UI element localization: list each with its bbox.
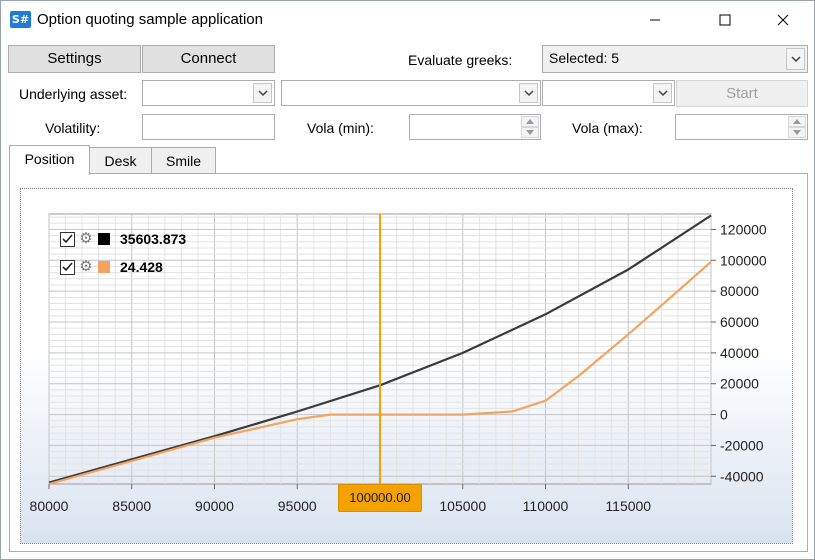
legend-row: ⚙ 24.428 (60, 257, 163, 277)
vola-min-label: Vola (min): (307, 120, 374, 136)
settings-button[interactable]: Settings (8, 45, 141, 73)
chevron-down-icon (653, 83, 672, 103)
chevron-down-icon (519, 83, 538, 103)
series-2-checkbox[interactable] (60, 259, 75, 275)
evaluate-greeks-value: Selected: 5 (549, 50, 620, 66)
close-icon (777, 14, 789, 26)
window-title: Option quoting sample application (37, 11, 263, 28)
cursor-x-label: 100000.00 (338, 484, 422, 512)
tab-position[interactable]: Position (9, 145, 90, 175)
chevron-down-icon (786, 48, 805, 70)
option-type-select[interactable] (542, 80, 675, 106)
volatility-input[interactable] (142, 114, 275, 140)
position-chart[interactable]: -40000 -20000 0 20000 40000 60000 80000 100000 1… (21, 189, 792, 543)
x-tick-label: 105000 (439, 498, 486, 514)
option-series-select[interactable] (281, 80, 541, 106)
spin-down-icon[interactable] (788, 127, 806, 138)
spin-up-icon[interactable] (788, 116, 806, 127)
vola-max-input[interactable] (675, 114, 808, 140)
y-tick-label: 60000 (720, 314, 759, 330)
chevron-down-icon (253, 83, 272, 103)
gear-icon[interactable]: ⚙ (79, 258, 93, 275)
series-1-swatch (98, 233, 110, 245)
evaluate-greeks-label: Evaluate greeks: (408, 52, 513, 68)
legend-row: ⚙ 35603.873 (60, 229, 186, 249)
series-2-line (48, 260, 712, 486)
x-tick-label: 80000 (30, 498, 69, 514)
spin-down-icon[interactable] (521, 127, 539, 138)
x-tick-label: 90000 (195, 498, 234, 514)
y-axis: -40000 -20000 0 20000 40000 60000 80000 100000 1… (711, 221, 767, 484)
volatility-label: Volatility: (45, 120, 101, 136)
minimize-button[interactable] (632, 1, 678, 39)
y-tick-label: 100000 (720, 252, 767, 268)
checkmark-icon (62, 262, 73, 272)
underlying-asset-select[interactable] (142, 80, 275, 106)
y-tick-label: 40000 (720, 345, 759, 361)
underlying-asset-label: Underlying asset: (19, 86, 128, 102)
x-tick-label: 95000 (278, 498, 317, 514)
checkmark-icon (62, 234, 73, 244)
y-tick-label: 80000 (720, 283, 759, 299)
x-axis: 80000 85000 90000 95000 105000 110000 115000 (30, 484, 651, 514)
tab-smile[interactable]: Smile (151, 147, 216, 174)
y-tick-label: 0 (720, 407, 728, 423)
start-button[interactable]: Start (676, 80, 808, 107)
vola-min-input[interactable] (409, 114, 541, 140)
app-logo-icon: S# (10, 11, 31, 28)
series-1-checkbox[interactable] (60, 231, 75, 247)
series-2-swatch (98, 261, 110, 273)
close-button[interactable] (760, 1, 806, 39)
evaluate-greeks-select[interactable]: Selected: 5 (542, 45, 808, 73)
x-tick-label: 115000 (605, 498, 651, 514)
vola-max-label: Vola (max): (572, 120, 643, 136)
tab-desk[interactable]: Desk (89, 147, 152, 174)
y-tick-label: -40000 (720, 468, 764, 484)
gear-icon[interactable]: ⚙ (79, 230, 93, 247)
chart-grid (48, 213, 712, 485)
position-tab-panel: -40000 -20000 0 20000 40000 60000 80000 100000 1… (9, 173, 808, 552)
chart-frame: -40000 -20000 0 20000 40000 60000 80000 100000 1… (20, 188, 793, 544)
series-1-value: 35603.873 (120, 231, 187, 247)
vola-max-spinner[interactable] (788, 116, 806, 138)
vola-min-spinner[interactable] (521, 116, 539, 138)
title-bar: S# Option quoting sample application (1, 1, 814, 39)
minimize-icon (650, 19, 660, 21)
x-tick-label: 110000 (523, 498, 569, 514)
y-tick-label: -20000 (720, 437, 764, 453)
maximize-button[interactable] (702, 1, 748, 39)
y-tick-label: 120000 (720, 221, 767, 237)
series-2-value: 24.428 (120, 259, 163, 275)
connect-button[interactable]: Connect (142, 45, 275, 73)
y-tick-label: 20000 (720, 376, 759, 392)
x-tick-label: 85000 (112, 498, 151, 514)
maximize-icon (719, 14, 731, 26)
spin-up-icon[interactable] (521, 116, 539, 127)
